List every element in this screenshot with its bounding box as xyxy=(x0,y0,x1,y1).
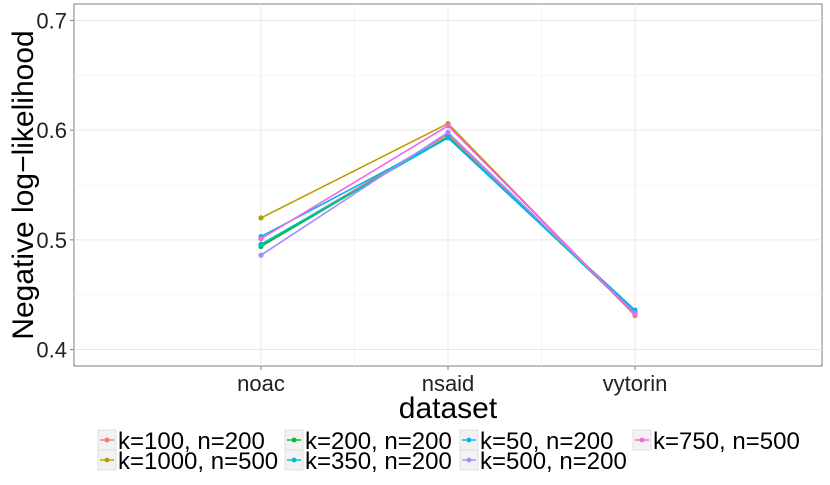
data-point xyxy=(258,215,264,221)
data-point xyxy=(445,123,451,129)
y-tick-label: 0.6 xyxy=(36,118,67,143)
x-tick-label: nsaid xyxy=(422,371,475,396)
data-point xyxy=(445,129,451,135)
legend-label: k=200, n=200 xyxy=(305,428,452,455)
legend-label: k=50, n=200 xyxy=(480,428,613,455)
y-axis-title: Negative log−likelihood xyxy=(7,30,40,339)
legend-key-point xyxy=(639,437,645,443)
legend-item: k=500, n=200 xyxy=(459,448,627,475)
x-axis-title: dataset xyxy=(399,392,498,425)
legend-key-point xyxy=(466,437,472,443)
legend-key-point xyxy=(291,457,297,463)
legend-label: k=750, n=500 xyxy=(653,428,800,455)
legend-label: k=500, n=200 xyxy=(480,448,627,475)
data-point xyxy=(258,252,264,258)
legend-item: k=200, n=200 xyxy=(284,428,452,455)
legend-label: k=1000, n=500 xyxy=(118,448,278,475)
data-point xyxy=(632,311,638,318)
legend-label: k=100, n=200 xyxy=(118,428,265,455)
data-point xyxy=(258,236,264,242)
y-tick-label: 0.4 xyxy=(36,338,67,363)
data-point xyxy=(258,241,264,247)
data-point xyxy=(445,135,451,141)
legend-key-point xyxy=(104,437,110,443)
legend-item: k=100, n=200 xyxy=(97,428,265,455)
series-layer xyxy=(258,120,638,319)
x-axis: noac nsaid vytorin xyxy=(237,366,667,396)
x-tick-label: vytorin xyxy=(603,371,668,396)
legend-label: k=350, n=200 xyxy=(305,448,452,475)
legend-item: k=350, n=200 xyxy=(284,448,452,475)
series-group xyxy=(258,123,638,318)
y-tick-label: 0.5 xyxy=(36,228,67,253)
legend-item: k=1000, n=500 xyxy=(97,448,278,475)
legend-key-point xyxy=(466,457,472,463)
y-axis: 0.4 0.5 0.6 0.7 xyxy=(36,8,74,363)
legend-item: k=50, n=200 xyxy=(459,428,613,455)
legend-item: k=750, n=500 xyxy=(632,428,800,455)
x-tick-label: noac xyxy=(237,371,285,396)
legend-key-point xyxy=(104,457,110,463)
legend-key-point xyxy=(291,437,297,443)
y-tick-label: 0.7 xyxy=(36,8,67,33)
gridlines xyxy=(74,4,822,366)
